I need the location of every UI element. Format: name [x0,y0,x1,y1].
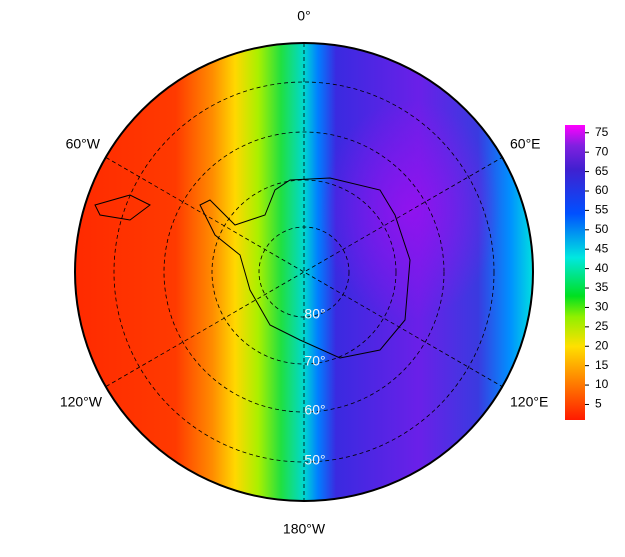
colorbar-tick-label: 55 [595,203,609,217]
colorbar-tick-label: 10 [595,377,609,391]
colorbar-tick-label: 5 [595,397,602,411]
longitude-label: 120°W [60,394,103,410]
longitude-label: 120°E [510,394,548,410]
colorbar-tick-label: 15 [595,358,609,372]
colorbar [565,125,585,420]
colorbar-tick-label: 30 [595,300,609,314]
graticule [105,43,503,501]
colorbar-tick-label: 40 [595,261,609,275]
colorbar-tick-label: 45 [595,241,609,255]
coastline [94,194,151,221]
longitude-label: 0° [297,8,310,24]
longitude-label: 60°W [66,136,101,152]
colorbar-tick-label: 35 [595,280,609,294]
longitude-label: 180°W [283,521,326,537]
colorbar-tick-label: 70 [595,144,609,158]
colorbar-tick-label: 50 [595,222,609,236]
data-field [75,43,533,501]
latitude-label: 80° [304,306,325,322]
colorbar-tick-label: 65 [595,164,609,178]
colorbar-tick-label: 60 [595,183,609,197]
longitude-label: 60°E [510,136,541,152]
colorbar-tick-label: 75 [595,125,609,139]
colorbar-tick-label: 25 [595,319,609,333]
latitude-label: 60° [304,402,325,418]
colorbar-tick-label: 20 [595,338,609,352]
coastline [199,177,411,359]
latitude-label: 50° [304,452,325,468]
latitude-label: 70° [304,353,325,369]
